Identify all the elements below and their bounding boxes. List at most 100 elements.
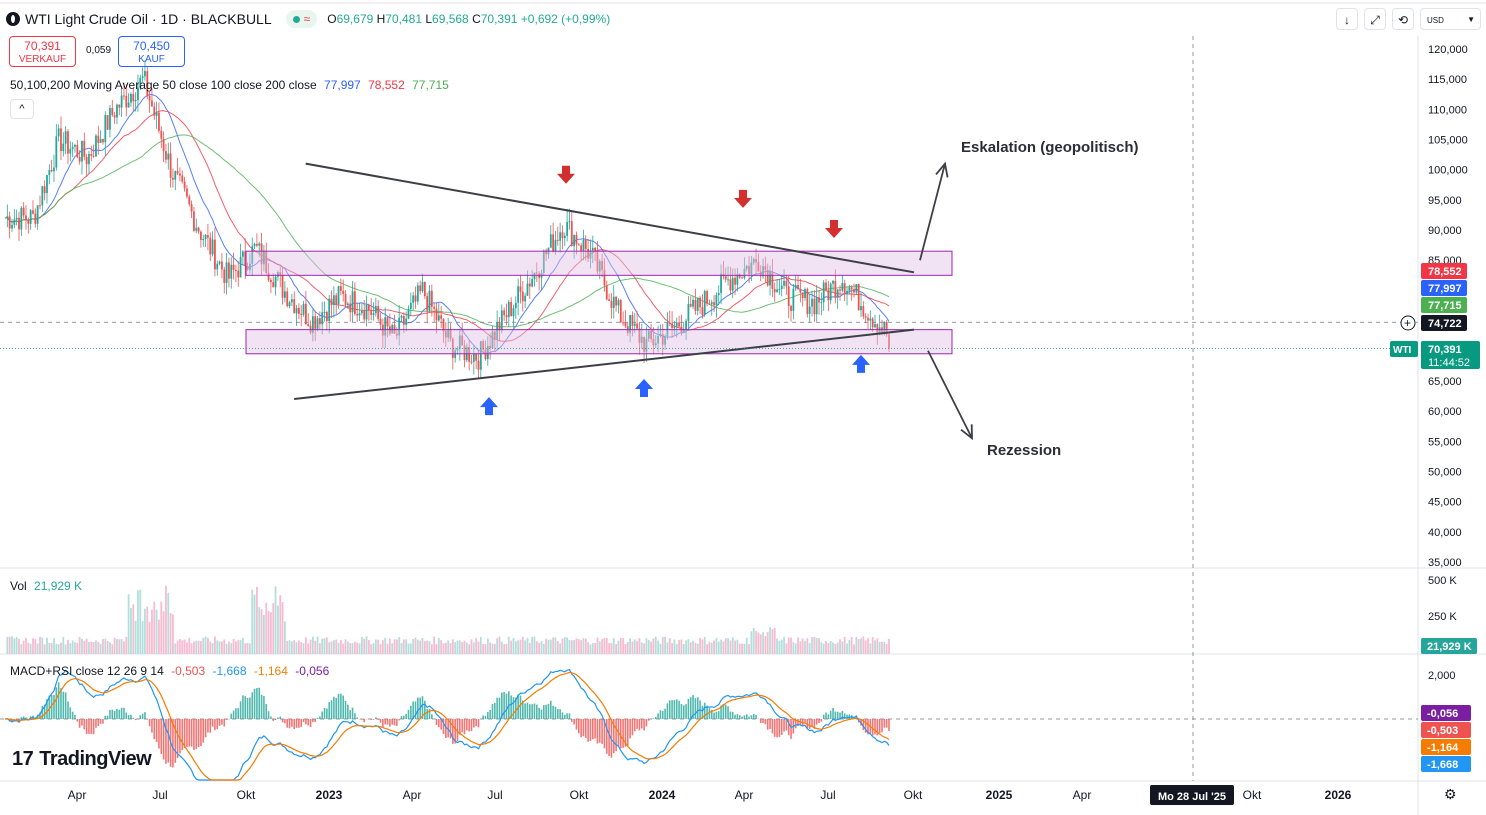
macd-histogram-bar bbox=[505, 693, 508, 719]
volume-bar bbox=[242, 637, 244, 654]
macd-histogram-bar bbox=[745, 714, 748, 719]
macd-histogram-bar bbox=[188, 719, 191, 747]
candle-body bbox=[286, 291, 289, 306]
candle-body bbox=[276, 272, 279, 277]
volume-bar bbox=[673, 639, 676, 654]
market-status-badge[interactable]: ≈ bbox=[285, 10, 318, 28]
macd-histogram-bar bbox=[874, 719, 876, 735]
annotation-escalation[interactable]: Eskalation (geopolitisch) bbox=[961, 139, 1139, 156]
candle-body bbox=[657, 336, 659, 344]
candle-body bbox=[682, 329, 685, 333]
volume-bar bbox=[470, 639, 473, 654]
volume-bar bbox=[134, 620, 137, 654]
volume-bar bbox=[225, 643, 228, 654]
macd-histogram-bar bbox=[808, 719, 811, 729]
download-icon[interactable]: ↓ bbox=[1336, 8, 1358, 30]
macd-histogram-bar bbox=[118, 709, 121, 719]
candle-body bbox=[379, 319, 382, 325]
candle-body bbox=[295, 307, 298, 314]
candle-body bbox=[430, 290, 433, 307]
candle-body bbox=[209, 237, 212, 255]
macd-histogram-bar bbox=[577, 719, 580, 734]
volume-bar bbox=[20, 644, 23, 654]
sell-button[interactable]: 70,391 VERKAUF bbox=[9, 36, 76, 67]
annotation-recession[interactable]: Rezession bbox=[987, 442, 1062, 459]
volume-bar bbox=[587, 642, 590, 654]
reset-icon[interactable]: ⟲ bbox=[1392, 8, 1414, 30]
macd-histogram-bar bbox=[176, 719, 179, 759]
volume-bar bbox=[402, 639, 405, 654]
candle-body bbox=[867, 317, 869, 321]
macd-histogram-bar bbox=[605, 719, 608, 754]
volume-bar bbox=[309, 639, 312, 654]
ma-indicator-legend[interactable]: 50,100,200 Moving Average 50 close 100 c… bbox=[10, 78, 449, 92]
macd-legend[interactable]: MACD+RSI close 12 26 9 14 -0,503 -1,668 … bbox=[10, 664, 330, 678]
volume-bar bbox=[451, 639, 454, 654]
price-tick-label: 50,000 bbox=[1428, 466, 1462, 478]
candle-body bbox=[727, 279, 729, 281]
volume-bar bbox=[701, 639, 704, 654]
macd-histogram-bar bbox=[349, 710, 352, 719]
buy-button[interactable]: 70,450 KAUF bbox=[118, 36, 185, 67]
settings-gear-icon[interactable]: ⚙ bbox=[1444, 786, 1457, 802]
candle-body bbox=[269, 279, 272, 283]
candle-body bbox=[661, 334, 664, 345]
volume-bar bbox=[617, 640, 620, 654]
collapse-legend-button[interactable]: ^ bbox=[10, 99, 34, 119]
candle-body bbox=[738, 274, 741, 278]
macd-histogram-bar bbox=[598, 719, 601, 743]
macd-histogram-bar bbox=[202, 719, 205, 743]
volume-bar bbox=[589, 644, 592, 654]
candle-body bbox=[111, 108, 114, 116]
macd-histogram-bar bbox=[417, 697, 419, 719]
volume-bar bbox=[323, 638, 326, 654]
volume-bar bbox=[32, 638, 34, 654]
volume-bar bbox=[367, 640, 370, 654]
candle-body bbox=[671, 323, 673, 328]
macd-histogram-bar bbox=[354, 713, 356, 719]
symbol-title[interactable]: WTI Light Crude Oil · 1D · BLACKBULL bbox=[25, 11, 272, 27]
currency-select[interactable]: USD ▼ bbox=[1420, 8, 1481, 30]
macd-histogram-bar bbox=[582, 719, 585, 737]
candle-body bbox=[575, 234, 578, 245]
volume-bar bbox=[829, 640, 832, 654]
macd-histogram-bar bbox=[619, 719, 622, 749]
candles-group bbox=[6, 60, 890, 378]
time-tick-label: Apr bbox=[403, 788, 422, 802]
candle-body bbox=[440, 315, 443, 320]
volume-legend[interactable]: Vol 21,929 K bbox=[10, 579, 83, 593]
candle-body bbox=[734, 277, 736, 285]
volume-bar bbox=[113, 637, 116, 654]
candle-body bbox=[580, 245, 583, 251]
candle-body bbox=[8, 216, 11, 229]
candle-body bbox=[759, 271, 762, 277]
volume-bar bbox=[654, 636, 657, 654]
volume-bar bbox=[601, 639, 604, 654]
volume-bar bbox=[556, 641, 559, 654]
candle-body bbox=[694, 299, 697, 311]
candle-body bbox=[710, 302, 713, 305]
macd-histogram-bar bbox=[370, 719, 372, 720]
add-alert-icon bbox=[1400, 315, 1416, 331]
volume-bar bbox=[179, 639, 181, 654]
volume-bar bbox=[661, 637, 664, 654]
volume-bar bbox=[381, 640, 384, 654]
volume-bar bbox=[643, 643, 645, 654]
volume-bar bbox=[125, 636, 128, 654]
volume-bar bbox=[619, 637, 622, 654]
fullscreen-icon[interactable]: ⤢ bbox=[1364, 8, 1386, 30]
volume-bar bbox=[598, 641, 601, 654]
macd-histogram-bar bbox=[501, 692, 503, 719]
macd-histogram-bar bbox=[256, 687, 258, 719]
volume-bar bbox=[165, 585, 167, 654]
volume-bar bbox=[696, 643, 699, 654]
tradingview-logo[interactable]: 17 TradingView bbox=[12, 748, 152, 770]
macd-histogram-bar bbox=[494, 702, 496, 719]
macd-line bbox=[4, 668, 890, 781]
macd-histogram-bar bbox=[249, 697, 251, 719]
macd-histogram-bar bbox=[144, 712, 146, 719]
candle-body bbox=[106, 115, 109, 130]
candle-body bbox=[335, 295, 338, 305]
volume-bar bbox=[500, 641, 503, 654]
